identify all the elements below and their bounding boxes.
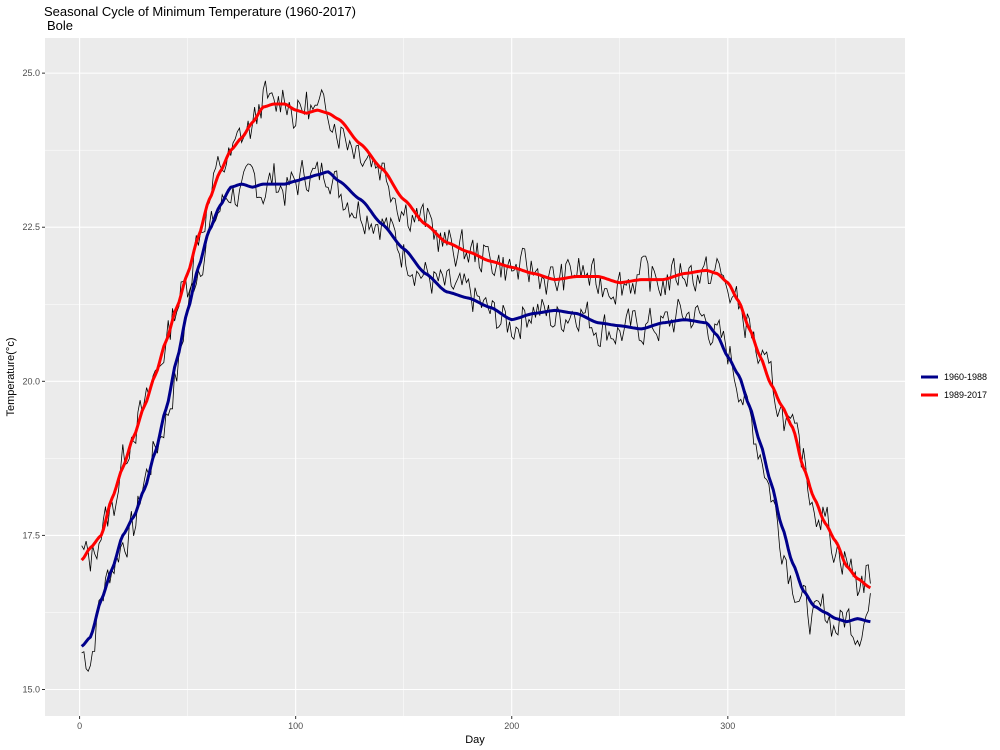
- y-tick-label: 25.0: [22, 68, 40, 78]
- legend-label-1: 1960-1988: [944, 372, 987, 382]
- x-axis-ticks: 0 100 200 300: [77, 716, 735, 731]
- x-tick-label: 0: [77, 721, 82, 731]
- chart-subtitle: Bole: [47, 18, 74, 33]
- x-tick-label: 300: [720, 721, 735, 731]
- x-tick-label: 100: [288, 721, 303, 731]
- y-tick-label: 15.0: [22, 684, 40, 694]
- x-axis-title: Day: [465, 734, 485, 746]
- legend: 1960-1988 1989-2017: [921, 372, 987, 400]
- y-tick-label: 22.5: [22, 222, 40, 232]
- series-line-1: [80, 170, 871, 648]
- y-tick-label: 17.5: [22, 530, 40, 540]
- legend-label-2: 1989-2017: [944, 390, 987, 400]
- chart-title: Seasonal Cycle of Minimum Temperature (1…: [44, 4, 356, 19]
- series-lines: [80, 102, 872, 648]
- y-axis-title: Temperature(°c): [5, 338, 17, 417]
- plot-panel: [45, 38, 905, 716]
- raw-trace-2: [81, 80, 871, 596]
- series-line-2: [80, 102, 872, 590]
- y-axis-ticks: 15.0 17.5 20.0 22.5 25.0: [22, 68, 45, 694]
- x-tick-label: 200: [504, 721, 519, 731]
- y-tick-label: 20.0: [22, 376, 40, 386]
- grid-lines: [45, 38, 905, 716]
